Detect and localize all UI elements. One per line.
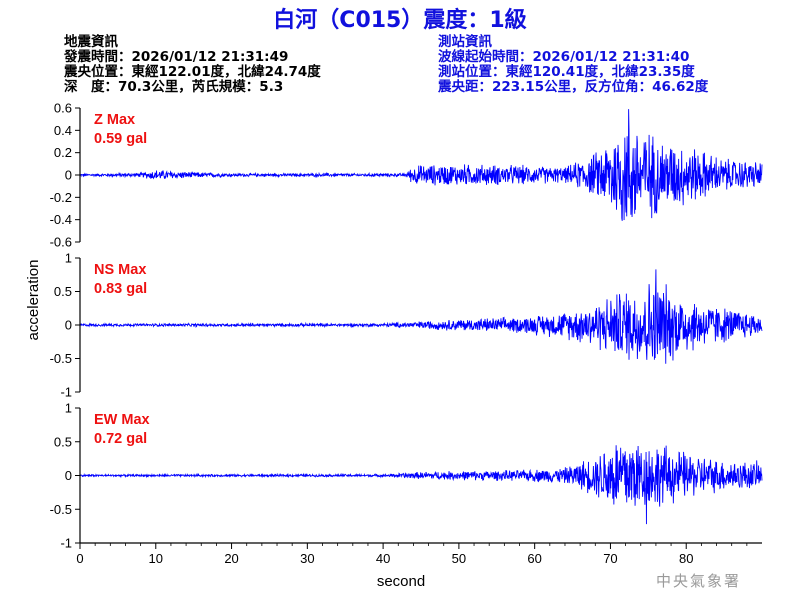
x-tick-label-5: 50 bbox=[452, 551, 466, 566]
x-tick-label-0: 0 bbox=[76, 551, 83, 566]
waveform-ns-trace bbox=[79, 269, 763, 364]
y-tick-label-ns-1: 0.5 bbox=[54, 284, 72, 299]
waveform-z-trace bbox=[79, 109, 763, 221]
x-tick-label-8: 80 bbox=[679, 551, 693, 566]
y-tick-label-z-1: 0.4 bbox=[54, 123, 72, 138]
max-value-ew: 0.72 gal bbox=[94, 431, 147, 447]
y-tick-label-z-2: 0.2 bbox=[54, 145, 72, 160]
max-value-z: 0.59 gal bbox=[94, 131, 147, 147]
y-tick-label-ns-2: 0 bbox=[65, 318, 72, 333]
x-tick-label-4: 40 bbox=[376, 551, 390, 566]
origin-time: 發震時間：2026/01/12 21:31:49 bbox=[64, 49, 289, 65]
y-tick-label-ns-0: 1 bbox=[65, 251, 72, 266]
agency-watermark: 中央氣象署 bbox=[656, 572, 742, 590]
earthquake-info: 地震資訊 發震時間：2026/01/12 21:31:49 震央位置：東經122… bbox=[64, 35, 321, 95]
y-tick-label-z-0: 0.6 bbox=[54, 101, 72, 116]
y-tick-label-z-5: -0.4 bbox=[50, 212, 72, 227]
y-tick-label-ew-1: 0.5 bbox=[54, 434, 72, 449]
x-tick-label-1: 10 bbox=[149, 551, 163, 566]
station-info-heading: 測站資訊 bbox=[438, 34, 492, 50]
y-tick-label-z-6: -0.6 bbox=[50, 235, 72, 250]
y-tick-label-ew-4: -1 bbox=[60, 536, 72, 551]
y-tick-label-z-3: 0 bbox=[65, 168, 72, 183]
y-tick-label-ew-2: 0 bbox=[65, 468, 72, 483]
epicentral-distance: 震央距：223.15公里，反方位角：46.62度 bbox=[438, 79, 709, 95]
y-tick-label-z-4: -0.2 bbox=[50, 190, 72, 205]
station-info: 測站資訊 波線起始時間：2026/01/12 21:31:40 測站位置：東經1… bbox=[438, 35, 708, 95]
page-title: 白河（C015）震度：1級 bbox=[273, 8, 527, 33]
y-tick-label-ns-4: -1 bbox=[60, 385, 72, 400]
x-tick-label-3: 30 bbox=[300, 551, 314, 566]
epicenter-location: 震央位置：東經122.01度，北緯24.74度 bbox=[64, 64, 321, 80]
earthquake-info-heading: 地震資訊 bbox=[64, 34, 118, 50]
y-tick-label-ew-3: -0.5 bbox=[50, 502, 72, 517]
x-tick-label-2: 20 bbox=[224, 551, 238, 566]
y-tick-label-ew-0: 1 bbox=[65, 401, 72, 416]
max-value-ns: 0.83 gal bbox=[94, 281, 147, 297]
x-tick-label-7: 70 bbox=[603, 551, 617, 566]
max-title-ew: EW Max bbox=[94, 412, 150, 428]
x-axis-label: second bbox=[377, 573, 425, 590]
max-title-ns: NS Max bbox=[94, 262, 146, 278]
y-axis-label: acceleration bbox=[25, 260, 42, 341]
waveform-start-time: 波線起始時間：2026/01/12 21:31:40 bbox=[438, 49, 690, 65]
max-title-z: Z Max bbox=[94, 112, 135, 128]
y-tick-label-ns-3: -0.5 bbox=[50, 351, 72, 366]
station-location: 測站位置：東經120.41度，北緯23.35度 bbox=[438, 64, 695, 80]
depth-magnitude: 深 度：70.3公里，芮氏規模：5.3 bbox=[64, 79, 284, 95]
x-tick-label-6: 60 bbox=[527, 551, 541, 566]
waveform-ew-trace bbox=[79, 445, 763, 525]
